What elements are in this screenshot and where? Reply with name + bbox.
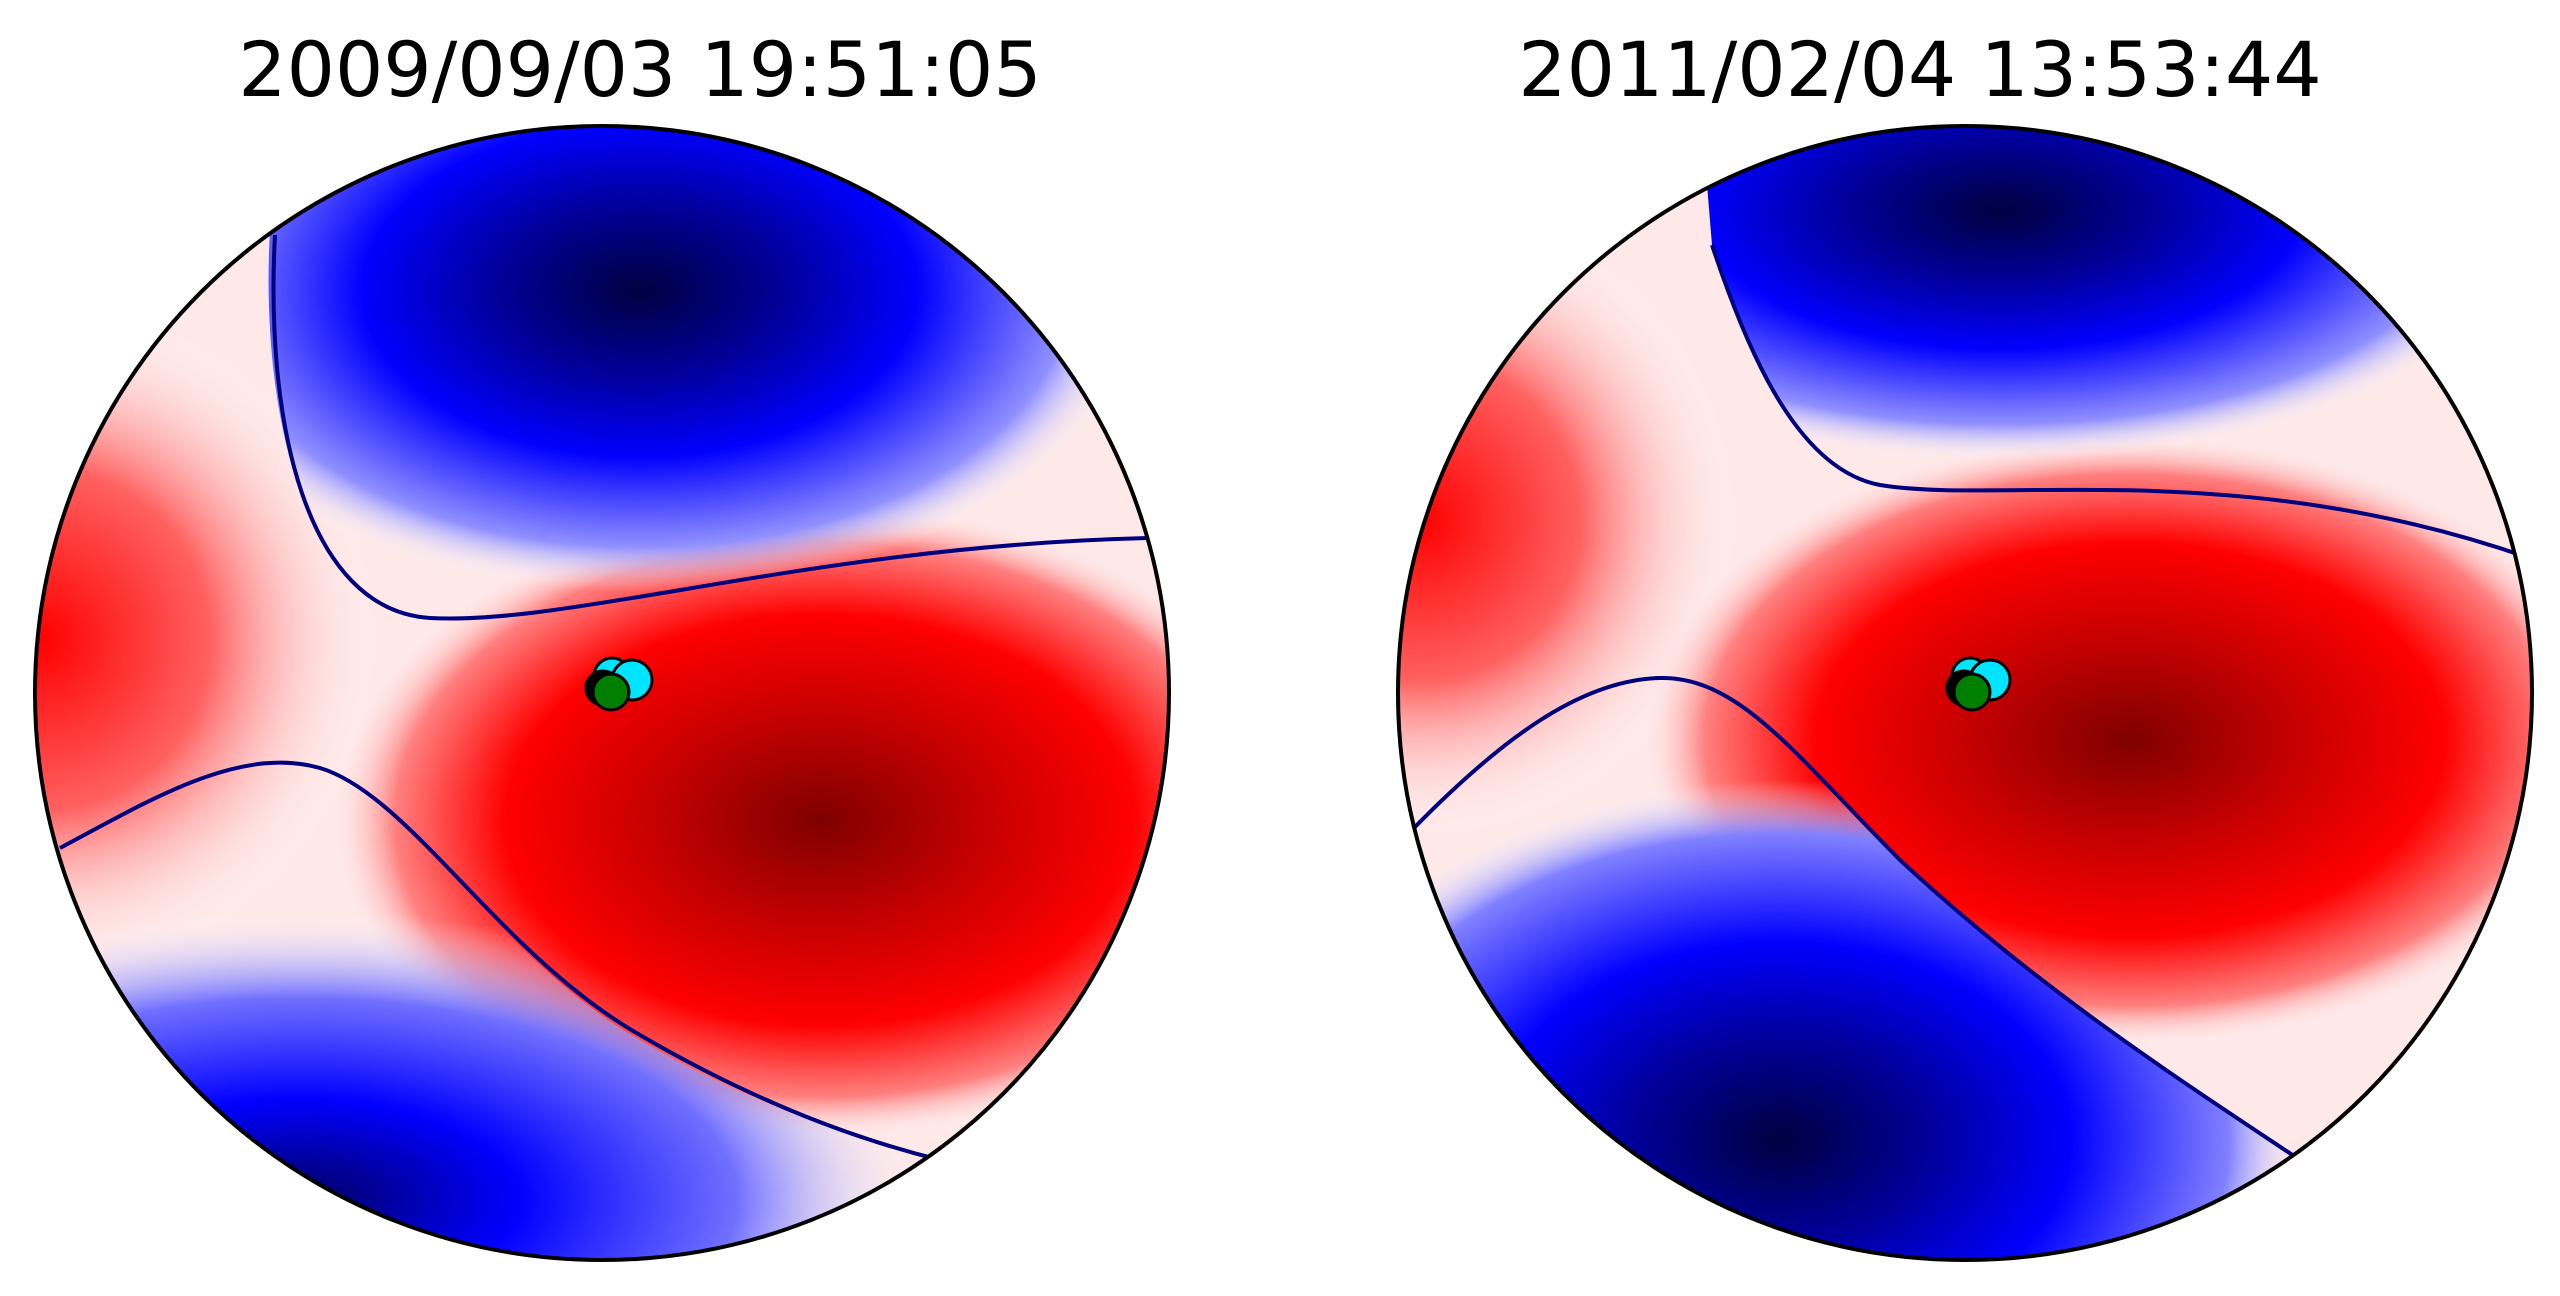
panel-title: 2011/02/04 13:53:44 bbox=[1518, 25, 2322, 114]
stereonet-boundary bbox=[33, 124, 1171, 1262]
nodal-line bbox=[59, 760, 941, 1162]
stereonet-boundary bbox=[1396, 124, 2534, 1262]
panel-title: 2009/09/03 19:51:05 bbox=[238, 25, 1042, 114]
map-panel-1: 2009/09/03 19:51:05 bbox=[33, 25, 1171, 1262]
green-marker bbox=[1952, 672, 1992, 712]
nodal-line bbox=[1410, 675, 2302, 1162]
field-map bbox=[33, 124, 1171, 1262]
map-panel-2: 2011/02/04 13:53:44 bbox=[1280, 0, 2560, 1296]
nodal-line bbox=[271, 234, 1151, 621]
green-marker bbox=[591, 672, 631, 712]
field-map bbox=[1396, 124, 2534, 1262]
nodal-line bbox=[1710, 244, 2532, 562]
